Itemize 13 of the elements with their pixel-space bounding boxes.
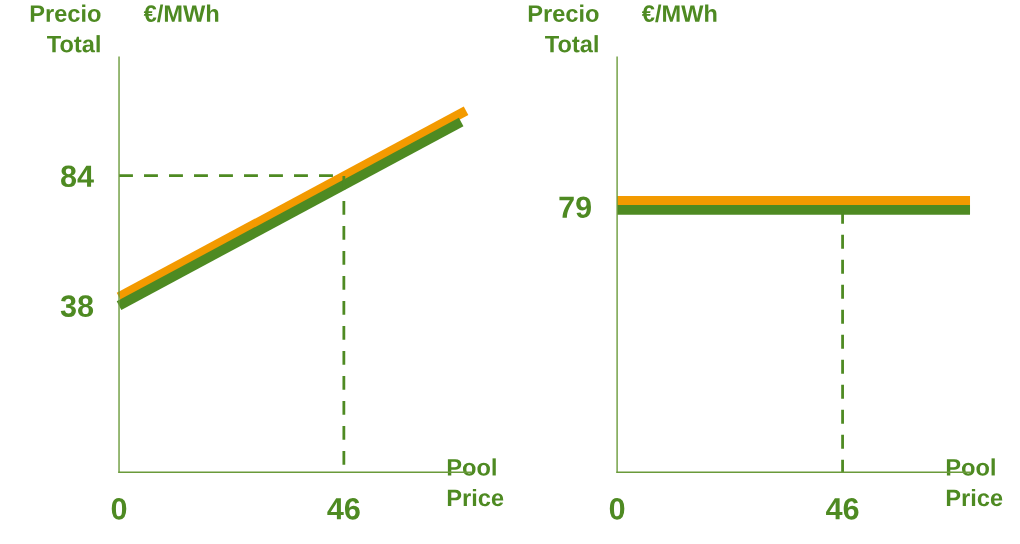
x-tick-label: 46 [327,498,360,520]
annotation: 79 [559,196,591,219]
x-axis-title: Pool Price [946,458,1003,507]
y-axis-title: Precio Total [528,4,599,53]
y-axis-title: Precio Total [30,4,101,53]
x-tick-label: 46 [826,498,859,520]
x-tick-label: 0 [609,498,625,520]
x-tick-label: 0 [111,498,127,520]
x-axis-title: Pool Price [447,458,504,507]
text: €/MWh [641,4,717,23]
y-tick-label: 38 [60,295,94,318]
text: €/MWh [143,4,219,23]
y-tick-label: 84 [61,165,94,188]
